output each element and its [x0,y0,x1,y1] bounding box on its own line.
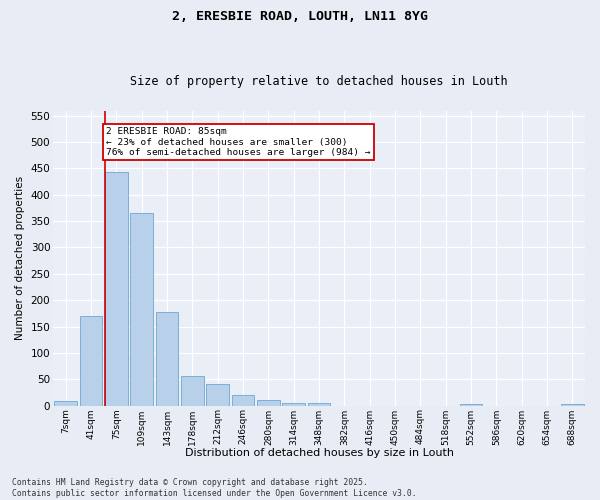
Bar [257,400,280,406]
Bar [155,312,178,406]
Bar [232,395,254,406]
Y-axis label: Number of detached properties: Number of detached properties [15,176,25,340]
Bar [55,402,77,406]
Bar [308,403,331,406]
Bar [206,384,229,406]
Bar [130,213,153,406]
Title: Size of property relative to detached houses in Louth: Size of property relative to detached ho… [130,76,508,88]
X-axis label: Distribution of detached houses by size in Louth: Distribution of detached houses by size … [185,448,454,458]
Bar [561,404,584,406]
Text: 2 ERESBIE ROAD: 85sqm
← 23% of detached houses are smaller (300)
76% of semi-det: 2 ERESBIE ROAD: 85sqm ← 23% of detached … [106,128,371,157]
Bar [283,403,305,406]
Text: Contains HM Land Registry data © Crown copyright and database right 2025.
Contai: Contains HM Land Registry data © Crown c… [12,478,416,498]
Bar [181,376,204,406]
Bar [105,172,128,406]
Bar [80,316,103,406]
Text: 2, ERESBIE ROAD, LOUTH, LN11 8YG: 2, ERESBIE ROAD, LOUTH, LN11 8YG [172,10,428,23]
Bar [460,404,482,406]
